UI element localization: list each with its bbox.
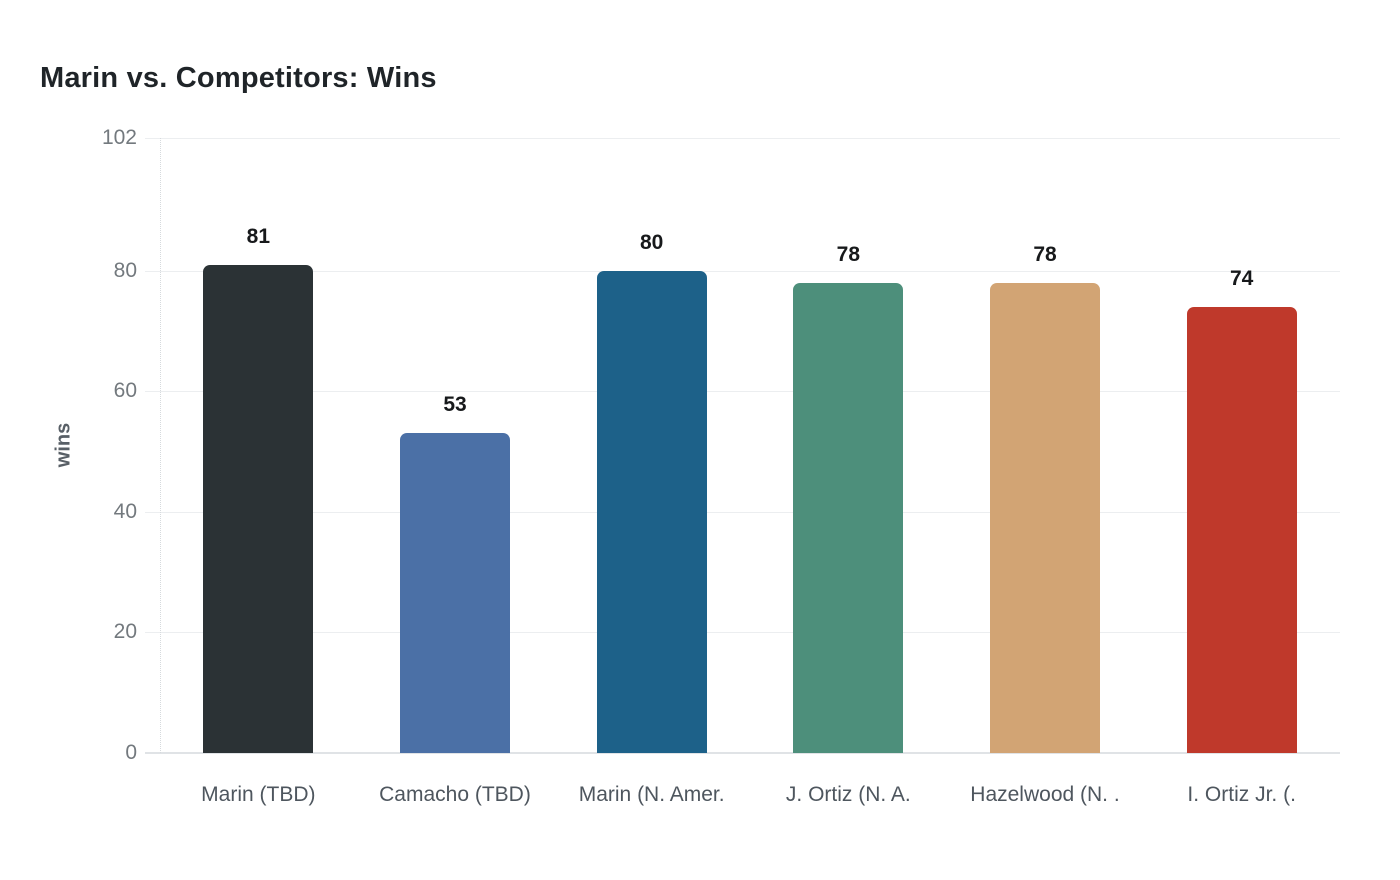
bar-value-label: 74 (1229, 266, 1254, 290)
bar[interactable] (203, 264, 314, 753)
x-axis-label: Camacho (TBD) (379, 783, 531, 806)
y-tick-label: 20 (113, 620, 137, 644)
gridline (145, 391, 1340, 393)
y-tick-label: 0 (125, 741, 137, 764)
x-axis-label: Marin (TBD) (201, 783, 316, 806)
bar-value-label: 78 (1033, 242, 1057, 266)
x-axis-label: J. Ortiz (N. A. (785, 783, 911, 806)
y-tick-label: 60 (113, 379, 137, 403)
bar-value-label: 80 (639, 230, 664, 254)
y-axis-title: wins (52, 422, 75, 468)
bar[interactable] (1186, 306, 1297, 753)
gridline (145, 632, 1340, 634)
y-tick-label: 40 (113, 499, 137, 523)
bar[interactable] (793, 282, 904, 753)
chart-title: Marin vs. Competitors: Wins (40, 62, 437, 94)
x-axis-label: Hazelwood (N. . (970, 783, 1120, 806)
bar-value-label: 78 (836, 242, 860, 266)
bar-value-label: 53 (443, 393, 467, 417)
y-axis-line (160, 138, 161, 753)
bar[interactable] (990, 282, 1100, 753)
bar-value-label: 81 (246, 224, 270, 248)
bar[interactable] (400, 433, 510, 753)
gridline (145, 270, 1340, 272)
x-axis-baseline (145, 752, 1340, 754)
y-tick-label: 80 (113, 258, 137, 282)
gridline (145, 138, 1340, 139)
bar[interactable] (596, 270, 707, 753)
y-tick-label: 102 (101, 126, 137, 149)
x-axis-label: I. Ortiz Jr. (. (1187, 783, 1296, 806)
x-axis-label: Marin (N. Amer. (578, 783, 725, 806)
gridline (145, 511, 1340, 513)
